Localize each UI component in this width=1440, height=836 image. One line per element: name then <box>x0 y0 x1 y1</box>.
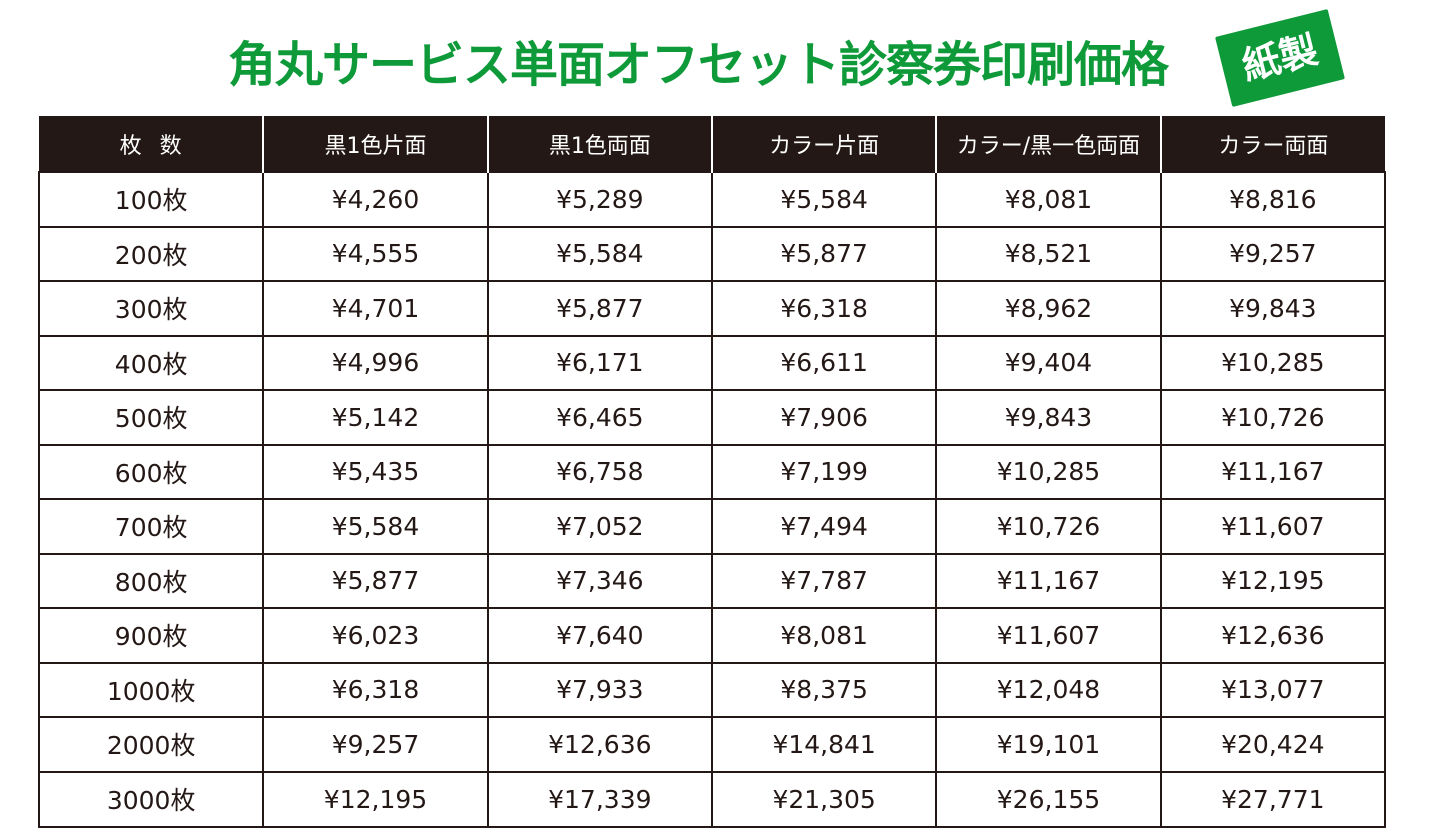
price-cell: ¥5,584 <box>262 498 489 555</box>
price-cell: ¥8,816 <box>1159 171 1387 228</box>
price-cell: ¥8,081 <box>710 607 938 664</box>
price-cell: ¥4,260 <box>262 171 489 228</box>
price-cell: ¥11,167 <box>935 552 1162 609</box>
paper-badge: 紙製 <box>1215 9 1345 107</box>
quantity-cell: 3000枚 <box>37 770 265 828</box>
price-cell: ¥10,726 <box>1159 389 1387 446</box>
price-cell: ¥27,771 <box>1159 770 1387 828</box>
price-cell: ¥7,494 <box>710 498 938 555</box>
price-cell: ¥9,843 <box>935 389 1162 446</box>
header-black-single: 黒1色片面 <box>262 116 488 172</box>
quantity-cell: 2000枚 <box>37 716 265 773</box>
price-cell: ¥8,962 <box>935 280 1162 337</box>
price-cell: ¥7,346 <box>486 552 713 609</box>
table-body: 100枚 ¥4,260 ¥5,289 ¥5,584 ¥8,081 ¥8,816 … <box>37 171 1387 828</box>
price-cell: ¥13,077 <box>1159 661 1387 718</box>
price-cell: ¥12,636 <box>1159 607 1387 664</box>
quantity-cell: 100枚 <box>37 171 265 228</box>
quantity-cell: 500枚 <box>37 389 265 446</box>
price-cell: ¥14,841 <box>710 716 938 773</box>
table-row: 300枚 ¥4,701 ¥5,877 ¥6,318 ¥8,962 ¥9,843 <box>37 280 1387 337</box>
price-cell: ¥7,640 <box>486 607 713 664</box>
price-cell: ¥19,101 <box>935 716 1162 773</box>
table-row: 500枚 ¥5,142 ¥6,465 ¥7,906 ¥9,843 ¥10,726 <box>37 389 1387 446</box>
table-row: 3000枚 ¥12,195 ¥17,339 ¥21,305 ¥26,155 ¥2… <box>37 770 1387 828</box>
price-cell: ¥5,877 <box>262 552 489 609</box>
page-title: 角丸サービス単面オフセット診察券印刷価格 <box>228 37 1169 93</box>
price-cell: ¥9,257 <box>1159 225 1387 282</box>
price-cell: ¥12,195 <box>1159 552 1387 609</box>
quantity-cell: 300枚 <box>37 280 265 337</box>
price-cell: ¥6,171 <box>486 334 713 391</box>
price-cell: ¥5,435 <box>262 443 489 500</box>
price-cell: ¥5,584 <box>486 225 713 282</box>
header-color-single: カラー片面 <box>710 116 937 172</box>
price-cell: ¥9,404 <box>935 334 1162 391</box>
quantity-cell: 200枚 <box>37 225 265 282</box>
price-cell: ¥6,611 <box>710 334 938 391</box>
price-cell: ¥6,318 <box>262 661 489 718</box>
price-cell: ¥5,877 <box>486 280 713 337</box>
quantity-cell: 800枚 <box>37 552 265 609</box>
price-cell: ¥5,584 <box>710 171 938 228</box>
price-cell: ¥9,257 <box>262 716 489 773</box>
price-cell: ¥6,758 <box>486 443 713 500</box>
table-row: 2000枚 ¥9,257 ¥12,636 ¥14,841 ¥19,101 ¥20… <box>37 716 1387 773</box>
table-row: 100枚 ¥4,260 ¥5,289 ¥5,584 ¥8,081 ¥8,816 <box>37 171 1387 228</box>
price-cell: ¥7,933 <box>486 661 713 718</box>
price-cell: ¥11,607 <box>935 607 1162 664</box>
price-cell: ¥17,339 <box>486 770 713 828</box>
price-cell: ¥6,318 <box>710 280 938 337</box>
header-quantity: 枚数 <box>39 116 264 172</box>
quantity-cell: 700枚 <box>37 498 265 555</box>
price-cell: ¥4,996 <box>262 334 489 391</box>
price-cell: ¥7,787 <box>710 552 938 609</box>
table-row: 900枚 ¥6,023 ¥7,640 ¥8,081 ¥11,607 ¥12,63… <box>37 607 1387 664</box>
price-cell: ¥12,048 <box>935 661 1162 718</box>
price-cell: ¥12,636 <box>486 716 713 773</box>
price-cell: ¥8,081 <box>935 171 1162 228</box>
header-black-double: 黒1色両面 <box>486 116 712 172</box>
price-cell: ¥7,199 <box>710 443 938 500</box>
price-cell: ¥12,195 <box>262 770 489 828</box>
price-cell: ¥5,877 <box>710 225 938 282</box>
price-cell: ¥11,607 <box>1159 498 1387 555</box>
table-row: 600枚 ¥5,435 ¥6,758 ¥7,199 ¥10,285 ¥11,16… <box>37 443 1387 500</box>
price-cell: ¥4,701 <box>262 280 489 337</box>
quantity-cell: 900枚 <box>37 607 265 664</box>
price-cell: ¥7,906 <box>710 389 938 446</box>
price-cell: ¥10,726 <box>935 498 1162 555</box>
price-cell: ¥10,285 <box>935 443 1162 500</box>
price-cell: ¥9,843 <box>1159 280 1387 337</box>
table-row: 400枚 ¥4,996 ¥6,171 ¥6,611 ¥9,404 ¥10,285 <box>37 334 1387 391</box>
quantity-cell: 1000枚 <box>37 661 265 718</box>
price-cell: ¥8,521 <box>935 225 1162 282</box>
quantity-cell: 400枚 <box>37 334 265 391</box>
price-cell: ¥8,375 <box>710 661 938 718</box>
price-cell: ¥5,142 <box>262 389 489 446</box>
price-cell: ¥6,023 <box>262 607 489 664</box>
table-row: 200枚 ¥4,555 ¥5,584 ¥5,877 ¥8,521 ¥9,257 <box>37 225 1387 282</box>
header-color-black-double: カラー/黒一色両面 <box>935 116 1161 172</box>
header-color-double: カラー両面 <box>1159 116 1385 172</box>
price-cell: ¥10,285 <box>1159 334 1387 391</box>
price-cell: ¥26,155 <box>935 770 1162 828</box>
price-cell: ¥11,167 <box>1159 443 1387 500</box>
price-cell: ¥20,424 <box>1159 716 1387 773</box>
table-header-row: 枚数 黒1色片面 黒1色両面 カラー片面 カラー/黒一色両面 カラー両面 <box>39 116 1385 172</box>
price-cell: ¥7,052 <box>486 498 713 555</box>
price-cell: ¥6,465 <box>486 389 713 446</box>
price-table: 枚数 黒1色片面 黒1色両面 カラー片面 カラー/黒一色両面 カラー両面 100… <box>37 116 1387 828</box>
price-cell: ¥5,289 <box>486 171 713 228</box>
table-row: 700枚 ¥5,584 ¥7,052 ¥7,494 ¥10,726 ¥11,60… <box>37 498 1387 555</box>
quantity-cell: 600枚 <box>37 443 265 500</box>
table-row: 800枚 ¥5,877 ¥7,346 ¥7,787 ¥11,167 ¥12,19… <box>37 552 1387 609</box>
table-row: 1000枚 ¥6,318 ¥7,933 ¥8,375 ¥12,048 ¥13,0… <box>37 661 1387 718</box>
price-cell: ¥21,305 <box>710 770 938 828</box>
price-cell: ¥4,555 <box>262 225 489 282</box>
